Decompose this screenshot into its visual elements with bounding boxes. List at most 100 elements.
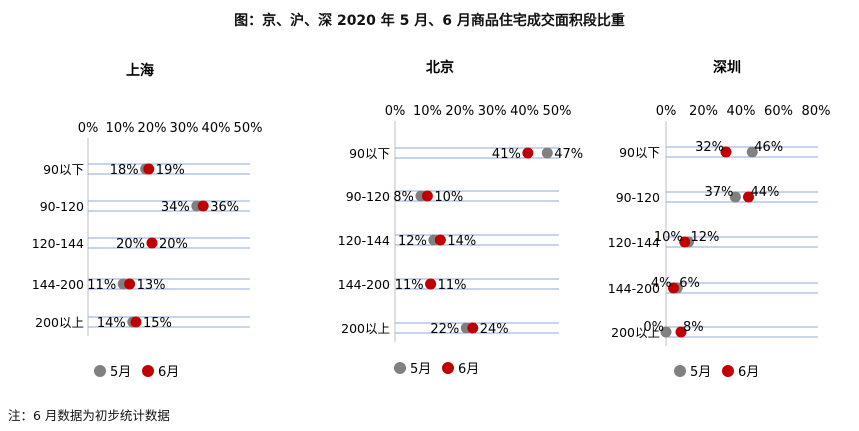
data-label: 18% (110, 163, 139, 178)
category-label: 200以上 (35, 315, 84, 330)
may-point (746, 146, 758, 158)
data-label: 4% (651, 276, 672, 291)
data-label: 6% (679, 276, 700, 291)
x-tick-label: 80% (802, 104, 831, 119)
may-point (541, 147, 553, 159)
data-label: 14% (97, 316, 126, 331)
x-tick-label: 30% (478, 104, 507, 119)
x-tick-label: 20% (445, 104, 474, 119)
data-label: 11% (438, 278, 467, 293)
june-point (675, 326, 687, 338)
june-point (143, 163, 155, 175)
category-label: 90-120 (346, 189, 390, 204)
june-point (522, 147, 534, 159)
data-label: 8% (393, 190, 414, 205)
data-label: 41% (492, 147, 521, 162)
x-tick-label: 60% (764, 104, 793, 119)
panel-3: 深圳 0% 20% 40% 60% 80% 90以下 90-120 120-144 144-200… (608, 59, 831, 380)
june-point (720, 146, 732, 158)
data-label: 36% (210, 200, 239, 215)
data-label: 24% (480, 322, 509, 337)
data-label: 46% (754, 140, 783, 155)
panel-title: 深圳 (713, 59, 741, 76)
panel-title: 北京 (426, 59, 454, 76)
category-label: 120-144 (608, 235, 660, 250)
x-tick-label: 50% (543, 104, 572, 119)
category-label: 90以下 (349, 146, 390, 161)
june-point (668, 282, 679, 294)
data-label: 10% (434, 190, 463, 205)
legend-label: 6月 (738, 365, 759, 380)
x-tick-label: 0% (78, 121, 99, 136)
data-label: 20% (116, 237, 145, 252)
category-label: 90-120 (40, 199, 84, 214)
may-point (729, 191, 741, 203)
data-label: 8% (683, 320, 704, 335)
panel-1: 上海0% 10% 20% 30% 40% 50%90以下90-120120-144144-… (32, 62, 263, 380)
june-point (130, 316, 142, 328)
june-point (467, 322, 479, 334)
x-tick-label: 20% (138, 121, 167, 136)
category-label: 90-120 (616, 190, 660, 205)
legend-marker (142, 365, 154, 377)
category-label: 144-200 (338, 277, 390, 292)
x-tick-label: 40% (202, 121, 231, 136)
data-label: 44% (751, 185, 780, 200)
data-label: 11% (395, 278, 424, 293)
june-point (679, 236, 691, 248)
data-label: 11% (87, 278, 116, 293)
legend: 5月 6月 (394, 362, 479, 377)
june-point (421, 190, 433, 202)
legend-label: 5月 (690, 365, 711, 380)
x-tick-label: 0% (656, 104, 677, 119)
category-label: 120-144 (32, 236, 84, 251)
june-point (124, 278, 136, 290)
data-label: 10% (654, 230, 683, 245)
x-tick-label: 40% (727, 104, 756, 119)
category-label: 200以上 (341, 321, 390, 336)
legend-label: 6月 (158, 365, 179, 380)
june-point (743, 191, 754, 203)
data-label: 12% (691, 230, 720, 245)
legend-marker (94, 365, 106, 377)
data-label: 32% (695, 140, 724, 155)
x-tick-label: 30% (170, 121, 199, 136)
panel-title: 上海 (126, 62, 154, 79)
data-label: 12% (398, 234, 427, 249)
footnote: 注：6 月数据为初步统计数据 (8, 408, 170, 423)
category-label: 90以下 (43, 162, 84, 177)
x-tick-label: 20% (689, 104, 718, 119)
x-tick-label: 10% (413, 104, 442, 119)
data-label: 47% (554, 147, 583, 162)
legend: 5月 6月 (94, 365, 179, 380)
data-label: 22% (430, 322, 459, 337)
legend: 5月 6月 (674, 365, 759, 380)
may-point (660, 326, 672, 338)
legend-label: 5月 (110, 365, 131, 380)
legend-label: 6月 (458, 362, 479, 377)
category-label: 144-200 (32, 277, 84, 292)
legend-label: 5月 (410, 362, 431, 377)
june-point (146, 237, 158, 249)
data-label: 14% (447, 234, 476, 249)
chart-title: 图：京、沪、深 2020 年 5 月、6 月商品住宅成交面积段比重 (234, 13, 625, 29)
june-point (197, 200, 209, 212)
x-tick-label: 10% (106, 121, 135, 136)
data-label: 20% (159, 237, 188, 252)
data-label: 15% (143, 316, 172, 331)
legend-marker (394, 362, 406, 374)
category-label: 200以上 (611, 325, 660, 340)
category-label: 90以下 (619, 145, 660, 160)
data-label: 0% (643, 320, 664, 335)
data-label: 13% (137, 278, 166, 293)
june-point (425, 278, 437, 290)
panel-2: 北京0% 10% 20% 30% 40% 50%90以下90-120120-144144-… (338, 59, 583, 377)
june-point (434, 234, 446, 246)
legend-marker (722, 365, 734, 377)
data-label: 34% (161, 200, 190, 215)
category-label: 120-144 (338, 233, 390, 248)
data-label: 19% (156, 163, 185, 178)
data-label: 37% (704, 185, 733, 200)
category-label: 144-200 (608, 281, 660, 296)
